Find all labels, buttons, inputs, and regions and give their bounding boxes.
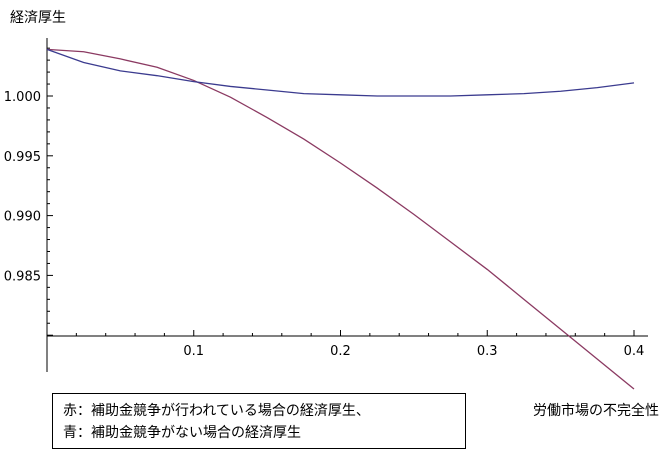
legend-note-red: 赤：補助金競争が行われている場合の経済厚生、 bbox=[63, 403, 370, 419]
y-tick-label: 0.990 bbox=[4, 210, 41, 225]
x-tick-label: 0.2 bbox=[330, 344, 351, 359]
y-tick-label: 0.985 bbox=[4, 269, 41, 284]
x-axis-title: 労働市場の不完全性 bbox=[533, 403, 659, 419]
axes: 1.000 0.995 0.990 0.985 0.1 0.2 0.3 0.4 bbox=[4, 38, 648, 372]
y-tick-label: 0.995 bbox=[4, 150, 41, 165]
x-tick-label: 0.1 bbox=[183, 344, 204, 359]
legend-note-box: 赤：補助金競争が行われている場合の経済厚生、 青：補助金競争がない場合の経済厚生 bbox=[52, 393, 466, 449]
legend-note-blue: 青：補助金競争がない場合の経済厚生 bbox=[63, 425, 301, 441]
series-line-1 bbox=[46, 48, 635, 390]
series-group bbox=[46, 48, 635, 390]
series-line-2 bbox=[46, 48, 635, 97]
y-tick-label: 1.000 bbox=[4, 90, 41, 105]
y-axis-title: 経済厚生 bbox=[10, 10, 66, 26]
x-tick-label: 0.4 bbox=[624, 344, 645, 359]
x-tick-label: 0.3 bbox=[477, 344, 498, 359]
chart: 経済厚生 1.000 0.995 0.990 0.985 0.1 0.2 0.3 0.4 bbox=[4, 10, 648, 390]
